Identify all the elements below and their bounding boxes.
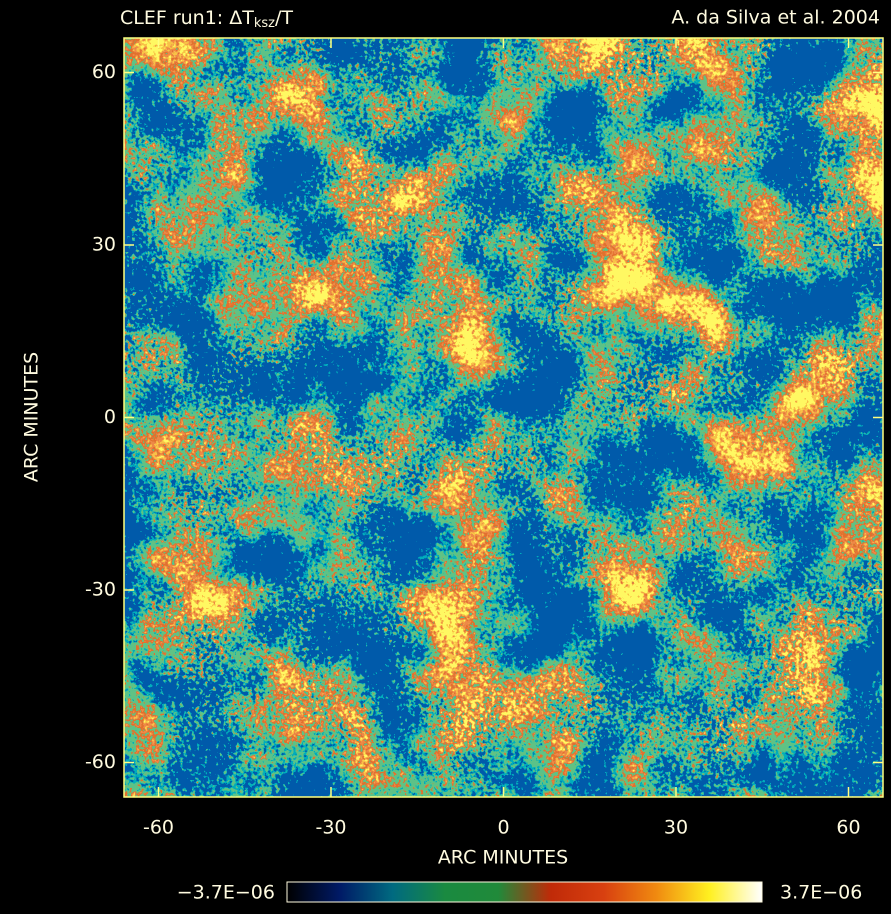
title-subscript: ksz: [254, 16, 275, 31]
y-tick-label: 60: [92, 61, 116, 83]
colorbar-min-label: −3.7E−06: [177, 882, 275, 904]
credit: A. da Silva et al. 2004: [671, 7, 880, 29]
x-tick-label: -30: [315, 817, 346, 839]
map-image: [124, 38, 883, 797]
y-tick-label: -30: [85, 579, 116, 601]
chart-title: CLEF run1: ΔTksz/T: [120, 7, 293, 31]
chart: CLEF run1: ΔTksz/T A. da Silva et al. 20…: [0, 0, 891, 910]
x-axis-label: ARC MINUTES: [438, 847, 568, 869]
x-tick-label: 0: [497, 817, 509, 839]
x-tick-label: 60: [836, 817, 860, 839]
title-suffix: /T: [275, 7, 293, 29]
x-tick-label: 30: [664, 817, 688, 839]
colorbar-max-label: 3.7E−06: [780, 882, 862, 904]
page: CLEF run1: ΔTksz/T A. da Silva et al. 20…: [0, 0, 891, 910]
colorbar: [287, 882, 762, 902]
y-axis-label: ARC MINUTES: [21, 352, 43, 482]
y-tick-label: 30: [92, 234, 116, 256]
y-tick-label: -60: [85, 751, 116, 773]
y-tick-label: 0: [104, 406, 116, 428]
title-main: CLEF run1: ΔT: [120, 7, 254, 29]
x-tick-label: -60: [143, 817, 174, 839]
